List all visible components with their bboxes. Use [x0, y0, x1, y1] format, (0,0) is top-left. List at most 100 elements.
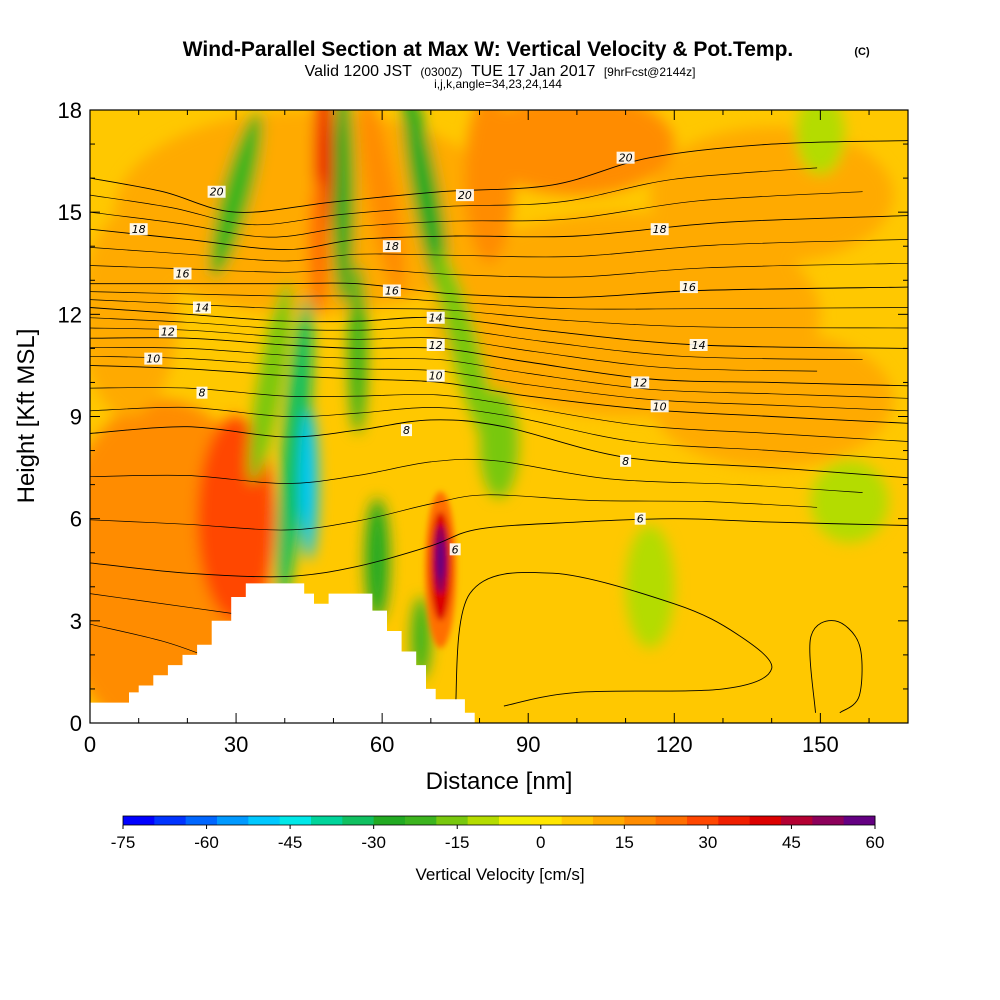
- svg-text:16: 16: [682, 281, 696, 294]
- contour-label: 20: [207, 185, 226, 199]
- svg-text:6: 6: [637, 513, 644, 526]
- downdraft-band: [796, 110, 845, 175]
- colorbar-tick-label: -15: [445, 833, 470, 852]
- updraft-region: [649, 331, 894, 468]
- svg-text:10: 10: [653, 400, 667, 413]
- contour-line: [90, 458, 863, 493]
- contour-label: 8: [196, 386, 208, 400]
- colorbar-swatch: [154, 816, 187, 825]
- svg-text:20: 20: [210, 186, 224, 199]
- x-tick-label: 0: [84, 732, 96, 757]
- updraft-core: [211, 467, 241, 604]
- updraft-region: [464, 110, 514, 264]
- colorbar-swatch: [593, 816, 625, 825]
- contour-label: 18: [650, 223, 669, 236]
- colorbar-swatch: [812, 816, 845, 825]
- svg-text:14: 14: [195, 302, 209, 315]
- y-tick-label: 6: [70, 507, 82, 532]
- contour-loop: [454, 571, 773, 713]
- colorbar-swatch: [123, 816, 155, 825]
- y-tick-label: 12: [58, 302, 82, 327]
- svg-text:6: 6: [452, 543, 459, 556]
- x-axis-label: Distance [nm]: [426, 768, 573, 795]
- svg-text:18: 18: [132, 223, 146, 236]
- svg-text:8: 8: [403, 424, 410, 437]
- x-tick-label: 150: [802, 732, 839, 757]
- contour-label: 14: [689, 338, 708, 352]
- downdraft-core: [300, 409, 318, 560]
- x-tick-label: 90: [516, 732, 540, 757]
- contour-line: [90, 239, 908, 262]
- valid-zulu: (0300Z): [420, 65, 462, 79]
- colorbar-tick-label: -45: [278, 833, 303, 852]
- contour-label: 18: [382, 240, 401, 253]
- colorbar-swatch: [530, 816, 563, 825]
- colorbar-swatch: [655, 816, 688, 825]
- grid-indices: i,j,k,angle=34,23,24,144: [434, 77, 562, 91]
- colorbar-swatch: [718, 816, 751, 825]
- contour-line: [90, 494, 818, 531]
- contour-label: 12: [631, 376, 650, 389]
- contour-label: 10: [426, 369, 445, 383]
- colorbar-swatch: [405, 816, 437, 825]
- valid-prefix: Valid 1200 JST: [305, 63, 413, 80]
- downdraft-band: [209, 112, 263, 278]
- contour-label: 10: [144, 352, 163, 366]
- terrain-mask: [90, 583, 475, 723]
- contour-label: 8: [620, 454, 632, 468]
- y-tick-label: 15: [58, 200, 82, 225]
- colorbar-swatch: [342, 816, 375, 825]
- contour-label: 20: [616, 151, 635, 165]
- colorbar-swatch: [467, 816, 500, 825]
- colorbar-swatch: [436, 816, 469, 825]
- valid-date: TUE 17 Jan 2017: [471, 63, 596, 80]
- colorbar-tick-label: -30: [361, 833, 386, 852]
- y-tick-label: 0: [70, 711, 82, 736]
- downdraft-band: [625, 525, 675, 649]
- svg-text:20: 20: [619, 152, 633, 165]
- svg-text:8: 8: [198, 387, 205, 400]
- colorbar-swatch: [185, 816, 218, 825]
- svg-text:12: 12: [633, 376, 647, 389]
- forecast-info: [9hrFcst@2144z]: [604, 65, 696, 79]
- contour-label: 14: [192, 301, 211, 315]
- contour-label: 8: [400, 424, 412, 437]
- contour-label: 14: [426, 311, 445, 325]
- downdraft-band: [479, 389, 519, 499]
- contour-line: [90, 167, 818, 226]
- downdraft-band: [434, 249, 495, 448]
- svg-text:14: 14: [692, 339, 706, 352]
- contour-label: 6: [634, 512, 646, 526]
- contour-line-6: [90, 518, 908, 578]
- svg-text:12: 12: [429, 339, 443, 352]
- y-tick-label: 9: [70, 405, 82, 430]
- colorbar: -75 -60 -45 -30 -15 0 15 30 45 60: [111, 815, 884, 852]
- colorbar-tick-label: 30: [698, 833, 717, 852]
- contour-label: 12: [158, 325, 177, 338]
- y-tick-label: 3: [70, 609, 82, 634]
- svg-text:10: 10: [429, 370, 443, 383]
- downdraft-band: [331, 110, 355, 305]
- updraft-region: [90, 212, 178, 417]
- colorbar-tick-label: 0: [536, 833, 545, 852]
- colorbar-swatch: [843, 816, 876, 825]
- colorbar-label: Vertical Velocity [cm/s]: [415, 865, 584, 884]
- colorbar-swatch: [373, 816, 406, 825]
- colorbar-swatch: [749, 816, 782, 825]
- svg-text:14: 14: [429, 312, 443, 325]
- chart-title: Wind-Parallel Section at Max W: Vertical…: [183, 38, 794, 61]
- title-block: Wind-Parallel Section at Max W: Vertical…: [183, 38, 870, 91]
- contour-line: [90, 346, 908, 399]
- contour-line: [90, 262, 908, 278]
- contour-label: 18: [129, 223, 148, 236]
- valid-line: Valid 1200 JST (0300Z) TUE 17 Jan 2017 […: [305, 63, 696, 80]
- svg-text:12: 12: [161, 325, 175, 338]
- colorbar-tick-label: 45: [782, 833, 801, 852]
- contour-line: [90, 327, 818, 372]
- colorbar-swatch: [311, 816, 343, 825]
- contour-line-18: [90, 215, 908, 251]
- svg-text:18: 18: [653, 223, 667, 236]
- downdraft-band: [810, 460, 889, 543]
- contour-line: [90, 387, 908, 442]
